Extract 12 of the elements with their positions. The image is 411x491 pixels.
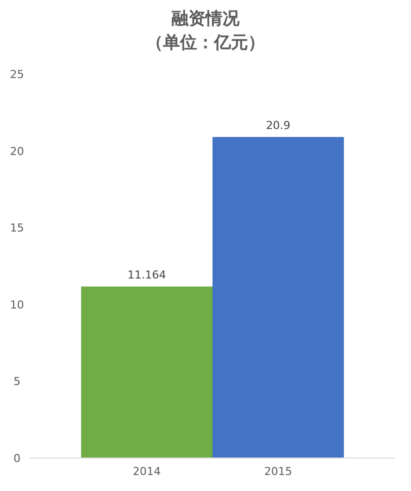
y-tick-label: 20 xyxy=(10,144,24,158)
y-tick-label: 10 xyxy=(10,298,24,312)
data-label: 11.164 xyxy=(128,268,166,282)
x-tick-label: 2015 xyxy=(264,465,292,478)
x-tick-label: 2014 xyxy=(132,465,161,478)
chart-title: 融资情况 xyxy=(172,9,240,29)
y-tick-label: 0 xyxy=(14,452,20,465)
data-label: 20.9 xyxy=(266,118,290,132)
y-tick-label: 5 xyxy=(14,375,20,388)
y-tick-label: 25 xyxy=(10,68,24,81)
chart-subtitle: （单位：亿元） xyxy=(146,33,265,53)
y-tick-label: 15 xyxy=(10,222,24,235)
